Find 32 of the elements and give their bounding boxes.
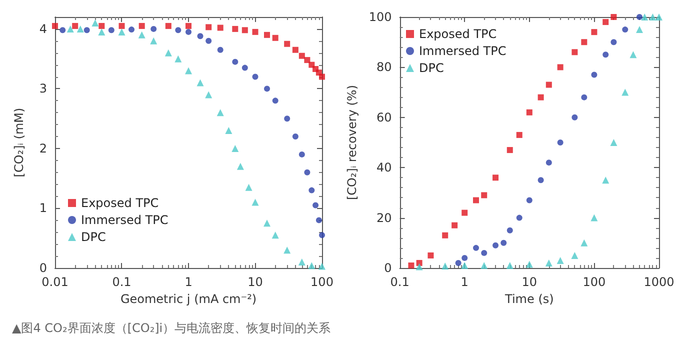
x-tick-label: 0.01 xyxy=(42,275,68,289)
legend-label: DPC xyxy=(81,230,106,244)
y-tick-label: 2 xyxy=(39,141,47,156)
x-tick-label: 1 xyxy=(184,275,192,289)
y-tick-label: 0 xyxy=(384,261,392,275)
x-tick-label: 100 xyxy=(310,275,334,289)
x-tick-label: 1 xyxy=(460,275,468,289)
x-tick-label: 10 xyxy=(248,275,263,289)
y-axis-title: [CO₂]ᵢ recovery (%) xyxy=(345,84,359,200)
y-tick-label: 0 xyxy=(39,261,47,275)
x-axis-title: Time (s) xyxy=(504,292,554,306)
y-tick-label: 20 xyxy=(376,210,392,225)
x-tick-label: 1000 xyxy=(644,275,674,289)
legend-label: Immersed TPC xyxy=(81,213,168,227)
text: ▲图4 CO₂界面浓度（[CO₂]i）与电流密度、恢复时间的关系 xyxy=(12,320,331,337)
y-tick-label: 100 xyxy=(368,10,392,24)
x-tick-label: 10 xyxy=(522,275,538,289)
y-tick-label: 60 xyxy=(376,110,392,124)
y-tick-label: 4 xyxy=(39,22,47,36)
x-tick-label: 0.1 xyxy=(390,275,410,289)
y-tick-label: 40 xyxy=(376,160,392,175)
x-axis-title: Geometric j (mA cm⁻²) xyxy=(120,292,257,306)
legend-label: Exposed TPC xyxy=(419,27,497,41)
x-tick-label: 100 xyxy=(582,275,606,289)
x-tick-label: 0.1 xyxy=(112,275,132,289)
legend-label: DPC xyxy=(419,61,444,75)
legend-label: Immersed TPC xyxy=(419,44,506,58)
y-axis-title: [CO₂]ᵢ (mM) xyxy=(12,108,26,178)
y-tick-label: 3 xyxy=(39,82,47,96)
y-tick-label: 80 xyxy=(376,60,392,74)
legend-label: Exposed TPC xyxy=(81,196,159,210)
y-tick-label: 1 xyxy=(39,201,47,216)
